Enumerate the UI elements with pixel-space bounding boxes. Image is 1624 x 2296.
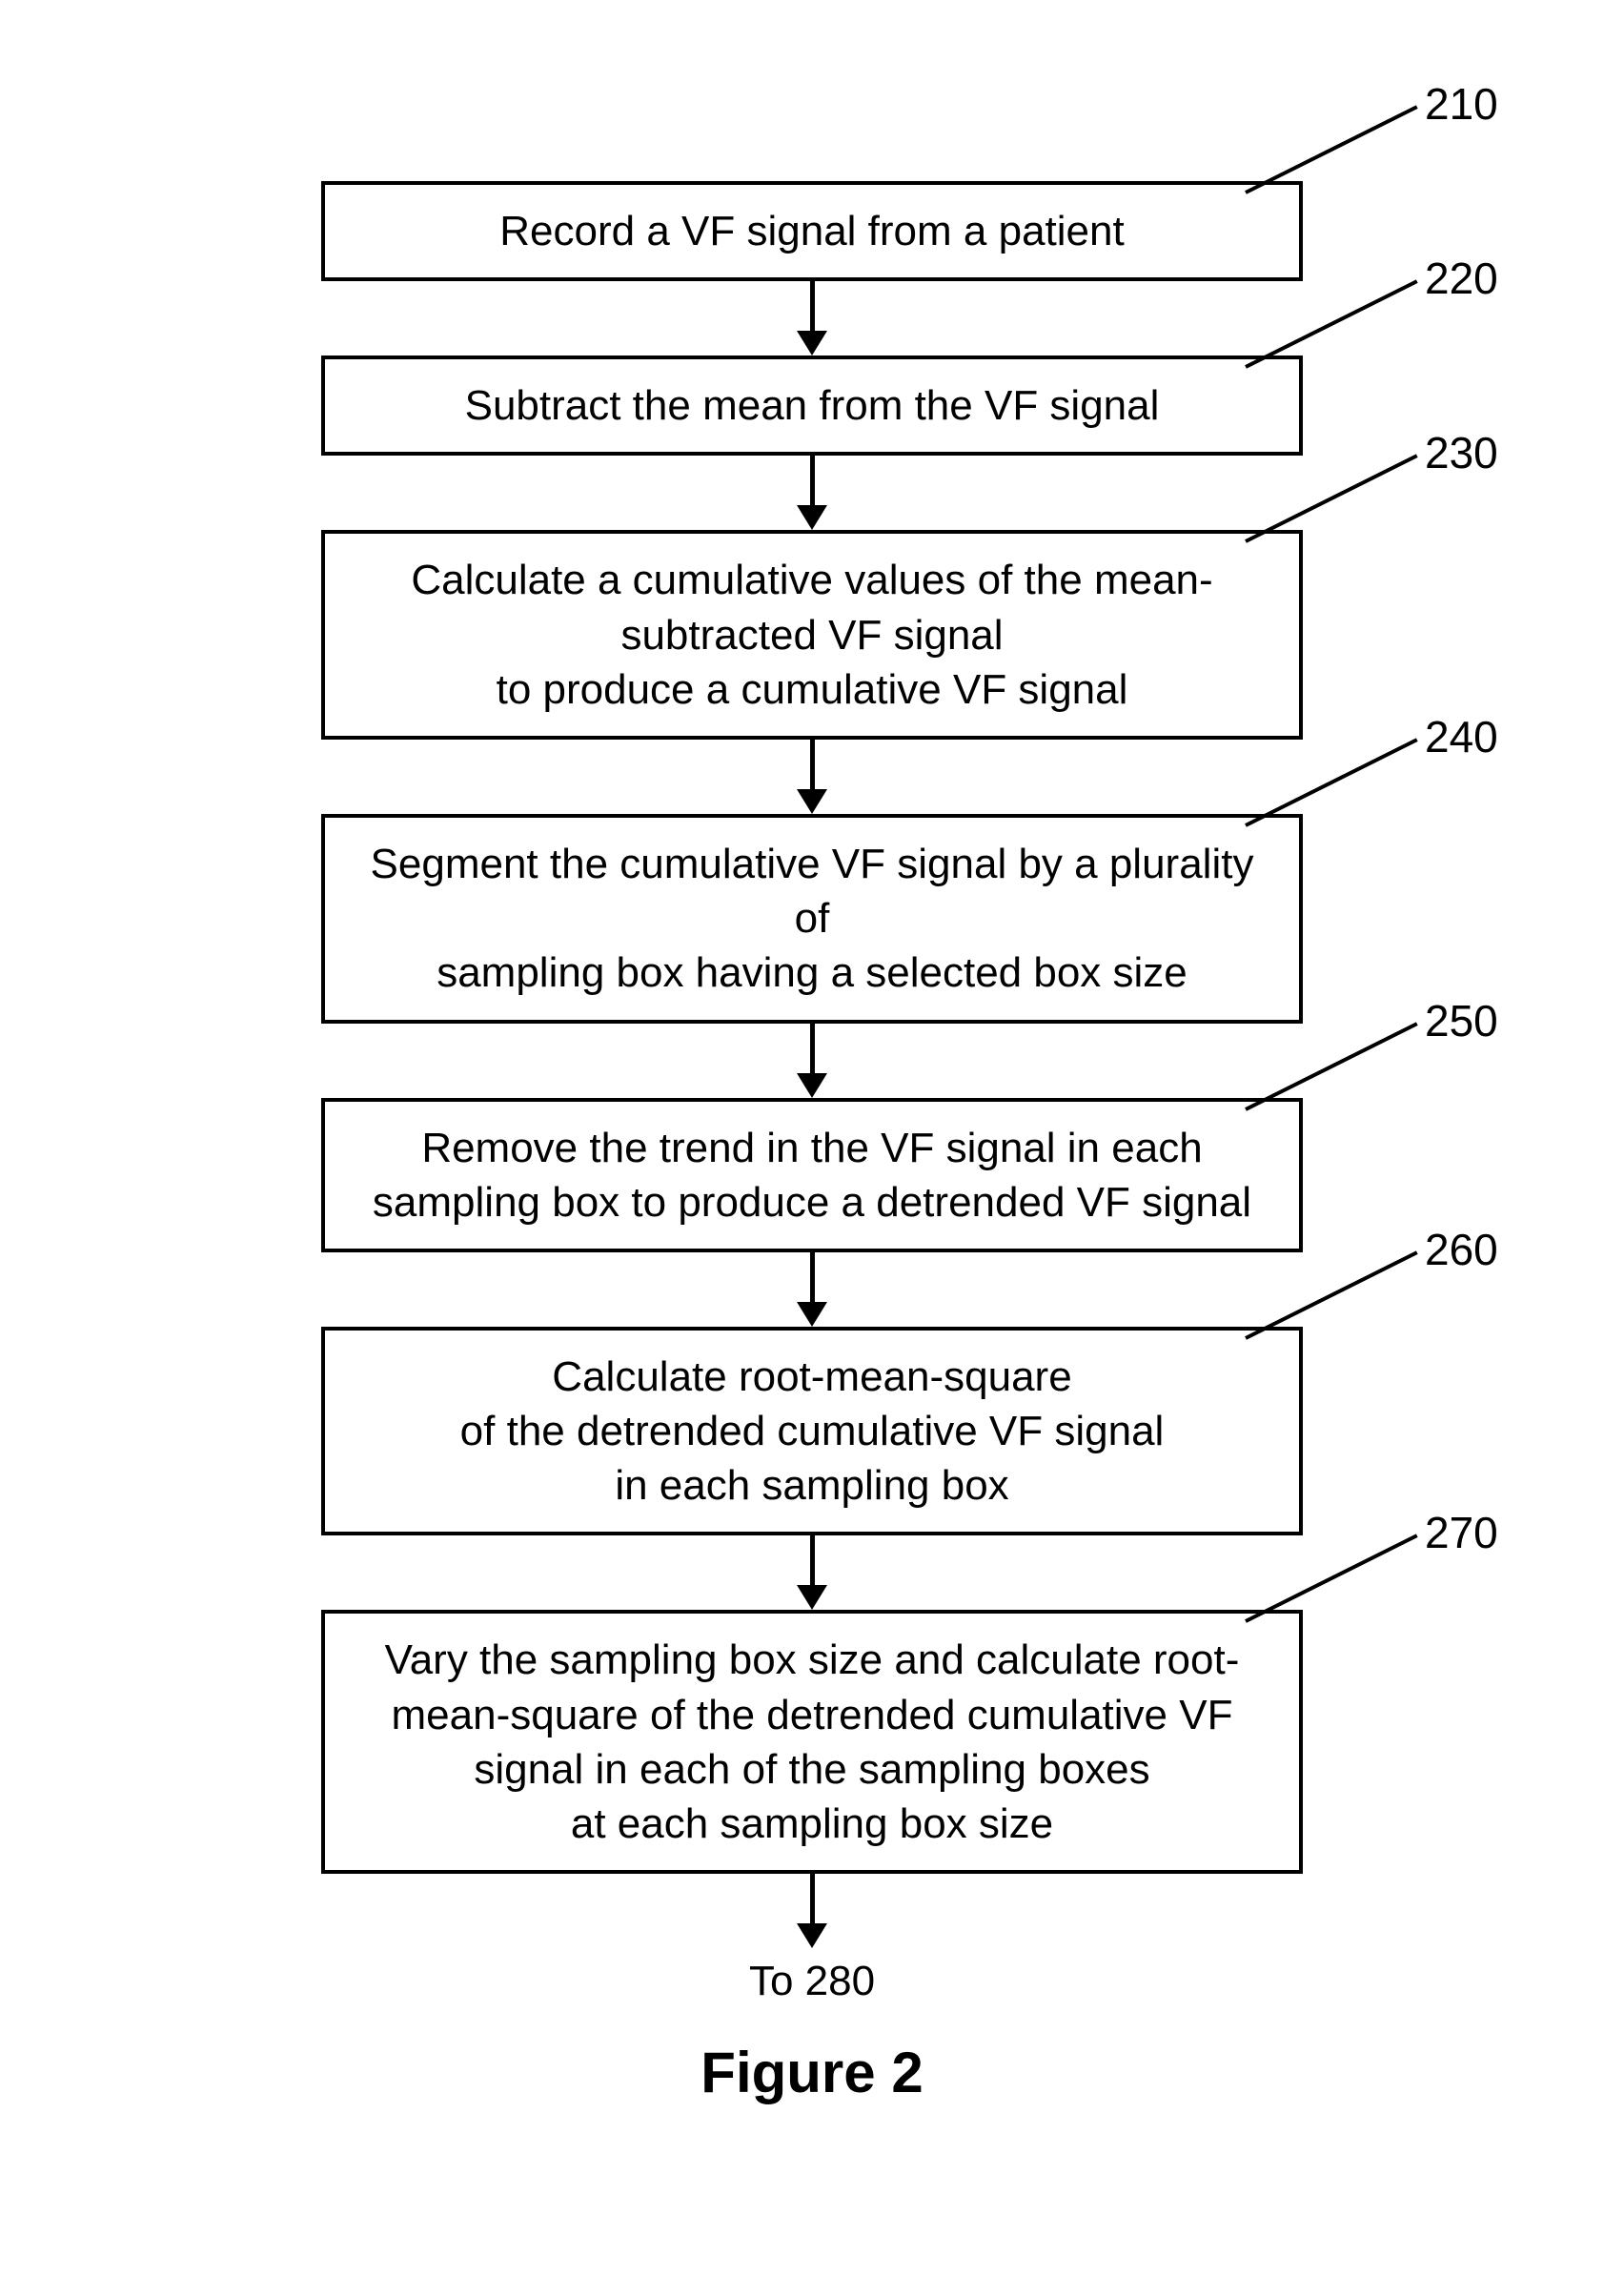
step-line: Vary the sampling box size and calculate… — [363, 1633, 1261, 1687]
ref-label-260: 260 — [1425, 1224, 1498, 1275]
step-box-250: Remove the trend in the VF signal in eac… — [321, 1098, 1303, 1252]
step-line: Segment the cumulative VF signal by a pl… — [363, 837, 1261, 945]
arrow-down — [797, 281, 827, 356]
step-line: mean-square of the detrended cumulative … — [363, 1688, 1261, 1742]
arrow-down — [797, 1024, 827, 1098]
step-line: Record a VF signal from a patient — [363, 204, 1261, 258]
arrow-down — [797, 456, 827, 530]
terminal-label: To 280 — [749, 1958, 875, 2005]
step-line: to produce a cumulative VF signal — [363, 662, 1261, 717]
step-line: Calculate a cumulative values of the mea… — [363, 553, 1261, 607]
arrow-down — [797, 1874, 827, 1948]
step-box-220: Subtract the mean from the VF signal — [321, 356, 1303, 456]
step-box-240: Segment the cumulative VF signal by a pl… — [321, 814, 1303, 1024]
step-line: Subtract the mean from the VF signal — [363, 378, 1261, 433]
step-box-230: Calculate a cumulative values of the mea… — [321, 530, 1303, 740]
step-box-210: Record a VF signal from a patient — [321, 181, 1303, 281]
arrow-down — [797, 740, 827, 814]
step-line: Remove the trend in the VF signal in eac… — [363, 1121, 1261, 1175]
arrow-down — [797, 1252, 827, 1327]
step-line: Calculate root-mean-square — [363, 1350, 1261, 1404]
ref-label-230: 230 — [1425, 427, 1498, 478]
flowchart-container: Record a VF signal from a patient Subtrac… — [288, 181, 1336, 2005]
ref-label-270: 270 — [1425, 1507, 1498, 1558]
step-line: at each sampling box size — [363, 1797, 1261, 1851]
step-line: subtracted VF signal — [363, 608, 1261, 662]
page: Record a VF signal from a patient Subtrac… — [0, 0, 1624, 2296]
ref-label-220: 220 — [1425, 253, 1498, 304]
step-line: of the detrended cumulative VF signal — [363, 1404, 1261, 1458]
step-line: sampling box having a selected box size — [363, 945, 1261, 1000]
figure-caption: Figure 2 — [700, 2040, 923, 2105]
ref-label-250: 250 — [1425, 995, 1498, 1046]
step-line: signal in each of the sampling boxes — [363, 1742, 1261, 1797]
step-line: sampling box to produce a detrended VF s… — [363, 1175, 1261, 1229]
step-box-260: Calculate root-mean-squareof the detrend… — [321, 1327, 1303, 1536]
step-box-270: Vary the sampling box size and calculate… — [321, 1610, 1303, 1874]
ref-label-210: 210 — [1425, 78, 1498, 130]
arrow-down — [797, 1535, 827, 1610]
ref-label-240: 240 — [1425, 711, 1498, 762]
step-line: in each sampling box — [363, 1458, 1261, 1513]
